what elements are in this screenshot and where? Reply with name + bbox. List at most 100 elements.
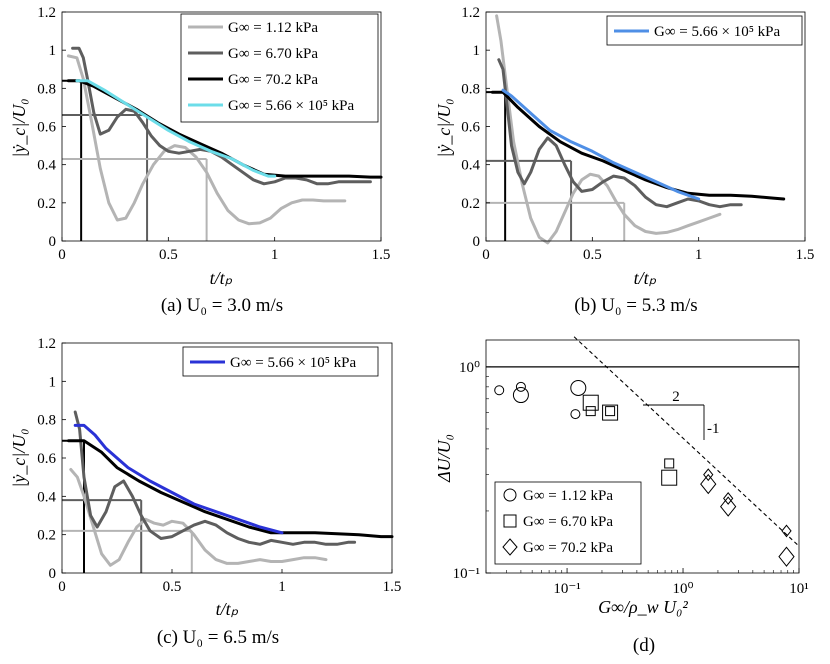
panel-b-ticks: 0 0.5 1 1.5 0 0.2 0.4 0.6 0.8 1 1.2 (461, 5, 814, 263)
panel-d-square-point (582, 394, 599, 411)
panel-d-legend: G∞ = 1.12 kPa G∞ = 6.70 kPa G∞ = 70.2 kP… (494, 481, 642, 565)
panel-d-plot (486, 336, 800, 567)
panel-a-xtick-label: 1 (271, 247, 279, 263)
panel-b: 0 0.5 1 1.500.20.40.60.811.2 t/tₚ |ẏ_c|/U₀ … (434, 5, 814, 316)
panel-a-series-2-line (71, 46, 372, 186)
panel-d-xtick-label: 10⁰ (673, 581, 694, 597)
panel-c-ytick-label: 1 (49, 374, 57, 390)
panel-d-square-point (602, 404, 619, 421)
panel-b-xtick-label: 1.5 (796, 247, 815, 263)
panel-a-ytick-label: 0.2 (37, 196, 56, 212)
panel-b-xtick-label: 0 (482, 247, 490, 263)
panel-c-ytick-label: 0.4 (37, 489, 56, 505)
panel-a-series-1-line (66, 54, 347, 226)
panel-c-series-2-line (73, 410, 357, 546)
panel-c-ytick-label: 0.2 (37, 528, 56, 544)
panel-d-diamond-point (723, 492, 734, 505)
legend-circle-marker (503, 488, 517, 502)
panel-d-caption: (d) (633, 635, 655, 656)
panel-d-legend-label-1: G∞ = 1.12 kPa (523, 488, 613, 504)
panel-d-xtick-label: 10¹ (789, 581, 809, 597)
panel-c-frame (61, 342, 393, 574)
panel-d-ytick-label: 10⁰ (459, 360, 480, 376)
panel-c-xtick-label: 0.5 (163, 579, 182, 595)
panel-d-square-point (661, 469, 678, 486)
panel-d-frame (485, 339, 800, 574)
panel-d-slope-triangle: 2 -1 (643, 389, 720, 440)
panel-b-ytick-label: 0.2 (461, 196, 480, 212)
panel-c-plot (62, 410, 394, 573)
panel-d-circle-point (512, 387, 529, 404)
slope-rise-label: -1 (707, 421, 720, 437)
panel-a-xlabel: t/tₚ (210, 268, 233, 288)
panel-d-ylabel: ΔU/U₀ (434, 434, 454, 483)
panel-d-reference-line-dashed (573, 336, 800, 547)
panel-b-xtick-label: 0.5 (583, 247, 602, 263)
panel-a-ytick-label: 0.4 (37, 158, 56, 174)
panel-b-caption: (b) U₀ = 5.3 m/s (574, 295, 697, 316)
panel-c-legend: G∞ = 5.66 × 10⁵ kPa (182, 346, 379, 377)
panel-c-ticks: 0 0.5 1 1.5 0 0.2 0.4 0.6 0.8 1 1.2 (37, 336, 401, 595)
panel-c-series-1-line (69, 468, 328, 567)
panel-d-diamond-point (720, 496, 737, 517)
panel-b-legend-label-1: G∞ = 5.66 × 10⁵ kPa (654, 24, 781, 40)
panel-c-ytick-label: 0.6 (37, 451, 56, 467)
panel-c-ytick-label: 1.2 (37, 336, 56, 352)
panel-d-diamond-point (703, 468, 714, 482)
panel-d-circle-point (570, 379, 587, 396)
panel-a-ytick-label: 1 (49, 43, 57, 59)
panel-b-legend: G∞ = 5.66 × 10⁵ kPa (606, 15, 803, 46)
panel-d-circle-point (515, 381, 526, 392)
panel-c-xtick-label: 1.5 (383, 579, 402, 595)
panel-a-legend-label-4: G∞ = 5.66 × 10⁵ kPa (228, 98, 355, 114)
legend-diamond-marker (502, 538, 518, 556)
panel-d-legend-box (494, 481, 642, 565)
panel-b-ylabel: |ẏ_c|/U₀ (434, 98, 454, 157)
panel-b-series-3-line (490, 90, 786, 201)
panel-c-ylabel: |ẏ_c|/U₀ (9, 428, 29, 487)
panel-a-xtick-label: 0.5 (159, 247, 178, 263)
panel-d-legend-label-2: G∞ = 6.70 kPa (523, 514, 613, 530)
panel-c-xtick-label: 1 (278, 579, 286, 595)
panel-d-xlabel: G∞/ρ_w U₀² (598, 597, 688, 617)
panel-d-square-point (585, 406, 596, 417)
panel-a-legend-label-3: G∞ = 70.2 kPa (228, 72, 318, 88)
panel-b-ytick-label: 0.6 (461, 120, 480, 136)
panel-b-series-4-line (501, 88, 701, 201)
legend-square-marker (503, 514, 517, 528)
panel-c-ytick-label: 0 (49, 566, 57, 582)
panel-a-ytick-label: 0.6 (37, 120, 56, 136)
panel-a-legend-label-2: G∞ = 6.70 kPa (228, 46, 318, 62)
panel-d-legend-label-3: G∞ = 70.2 kPa (523, 540, 613, 556)
panel-d-circle-point (494, 385, 505, 396)
panel-b-ytick-label: 1 (473, 43, 481, 59)
panel-d-diamond-point (781, 524, 792, 538)
panel-c: 0 0.5 1 1.500.20.40.60.811.2 t/tₚ |ẏ_c|/U₀ … (9, 336, 401, 648)
panel-a-ytick-label: 0.8 (37, 81, 56, 97)
panel-a-caption: (a) U₀ = 3.0 m/s (161, 295, 283, 316)
panel-b-series-2-line (497, 58, 743, 209)
panel-d-diamond-point (778, 546, 795, 567)
slope-run-label: 2 (672, 389, 680, 405)
panel-a-ylabel: |ẏ_c|/U₀ (9, 98, 29, 157)
panel-a-plot (62, 46, 383, 241)
panel-c-legend-label-1: G∞ = 5.66 × 10⁵ kPa (230, 355, 357, 371)
panel-a-ytick-label: 0 (49, 234, 57, 250)
panel-c-series-4-line (73, 423, 284, 535)
panel-b-ytick-label: 0.8 (461, 81, 480, 97)
panel-d-square-point (605, 406, 616, 417)
panel-d-circle-point (570, 409, 581, 420)
panel-c-series-3-line (67, 439, 394, 539)
panel-a-xtick-label: 1.5 (372, 247, 391, 263)
panel-d-diamond-point (700, 473, 717, 495)
panel-a: 0 0.5 1 1.500.20.40.60.811.2 t/tₚ |ẏ_c|/U₀ … (9, 5, 390, 316)
panel-a-ytick-label: 1.2 (37, 5, 56, 21)
panel-b-frame (485, 11, 806, 242)
panel-b-xlabel: t/tₚ (634, 268, 657, 288)
panel-c-ytick-label: 0.8 (37, 413, 56, 429)
panel-b-ytick-label: 1.2 (461, 5, 480, 21)
panel-b-plot (486, 14, 786, 245)
panel-c-caption: (c) U₀ = 6.5 m/s (157, 627, 279, 648)
